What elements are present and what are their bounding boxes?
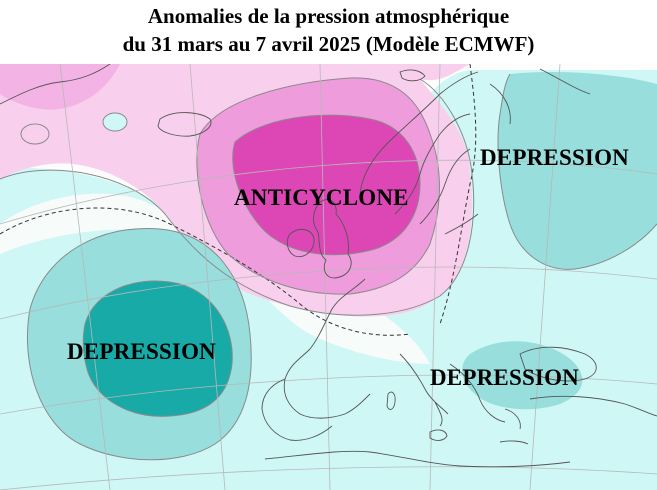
meridian-4 (429, 64, 441, 490)
contour-negative-atlantic (26, 227, 252, 461)
positive-anomaly-core (232, 115, 420, 255)
negative-anomaly-northeast (498, 72, 657, 270)
meridian-3 (319, 64, 331, 490)
meridian-1 (59, 64, 111, 490)
map-canvas (0, 64, 657, 490)
contour-negative-atlantic-core (82, 280, 233, 417)
coast-crete (499, 440, 529, 445)
coast-baltic (419, 148, 479, 235)
contour-negative-northeast (497, 73, 657, 270)
coast-russian-arctic (489, 68, 591, 125)
label-depression-northeast: DEPRESSION (480, 145, 629, 170)
label-depression-mediterranean: DEPRESSION (430, 365, 579, 390)
map-title-line-2: du 31 mars au 7 avril 2025 (Modèle ECMWF… (122, 32, 535, 56)
negative-anomaly-mediterranean (462, 341, 583, 410)
coast-corsica-sardinia (386, 391, 396, 410)
graticule (0, 64, 657, 490)
zero-contour-east (439, 64, 477, 325)
map-title-line-1: Anomalies de la pression atmosphérique (147, 4, 510, 28)
coast-greenland (0, 64, 111, 105)
neutral-zone-central (0, 193, 430, 364)
coast-svalbard (399, 69, 426, 82)
map-title: Anomalies de la pression atmosphérique d… (0, 0, 657, 64)
small-anomaly-cell-1 (102, 112, 128, 132)
coastlines (0, 64, 657, 468)
meridian-5 (529, 64, 561, 490)
parallel-1 (0, 159, 657, 225)
coast-black-sea (519, 346, 597, 382)
coast-north-africa (264, 450, 571, 468)
coast-italy (399, 353, 449, 427)
coast-anatolia (529, 395, 657, 417)
pressure-anomaly-map: ANTICYCLONE DEPRESSION DEPRESSION DEPRES… (0, 64, 657, 490)
coast-great-britain (313, 199, 352, 279)
label-anticyclone: ANTICYCLONE (234, 185, 409, 210)
coast-sicily (429, 429, 448, 441)
positive-anomaly-northwest (0, 64, 120, 110)
parallel-3 (0, 374, 657, 415)
small-anomaly-cell-2 (20, 123, 50, 145)
coast-iberia (261, 378, 333, 441)
contour-positive-light (0, 78, 475, 316)
coast-iceland (157, 112, 212, 137)
coast-balkans (449, 363, 521, 430)
parallel-4 (0, 466, 657, 490)
coast-ireland (286, 228, 315, 258)
label-depression-atlantic: DEPRESSION (67, 339, 216, 364)
coast-scandinavia (359, 71, 479, 215)
negative-anomaly-atlantic-core (83, 280, 233, 417)
contour-positive-medium (196, 77, 440, 295)
contour-positive-core (232, 114, 421, 256)
